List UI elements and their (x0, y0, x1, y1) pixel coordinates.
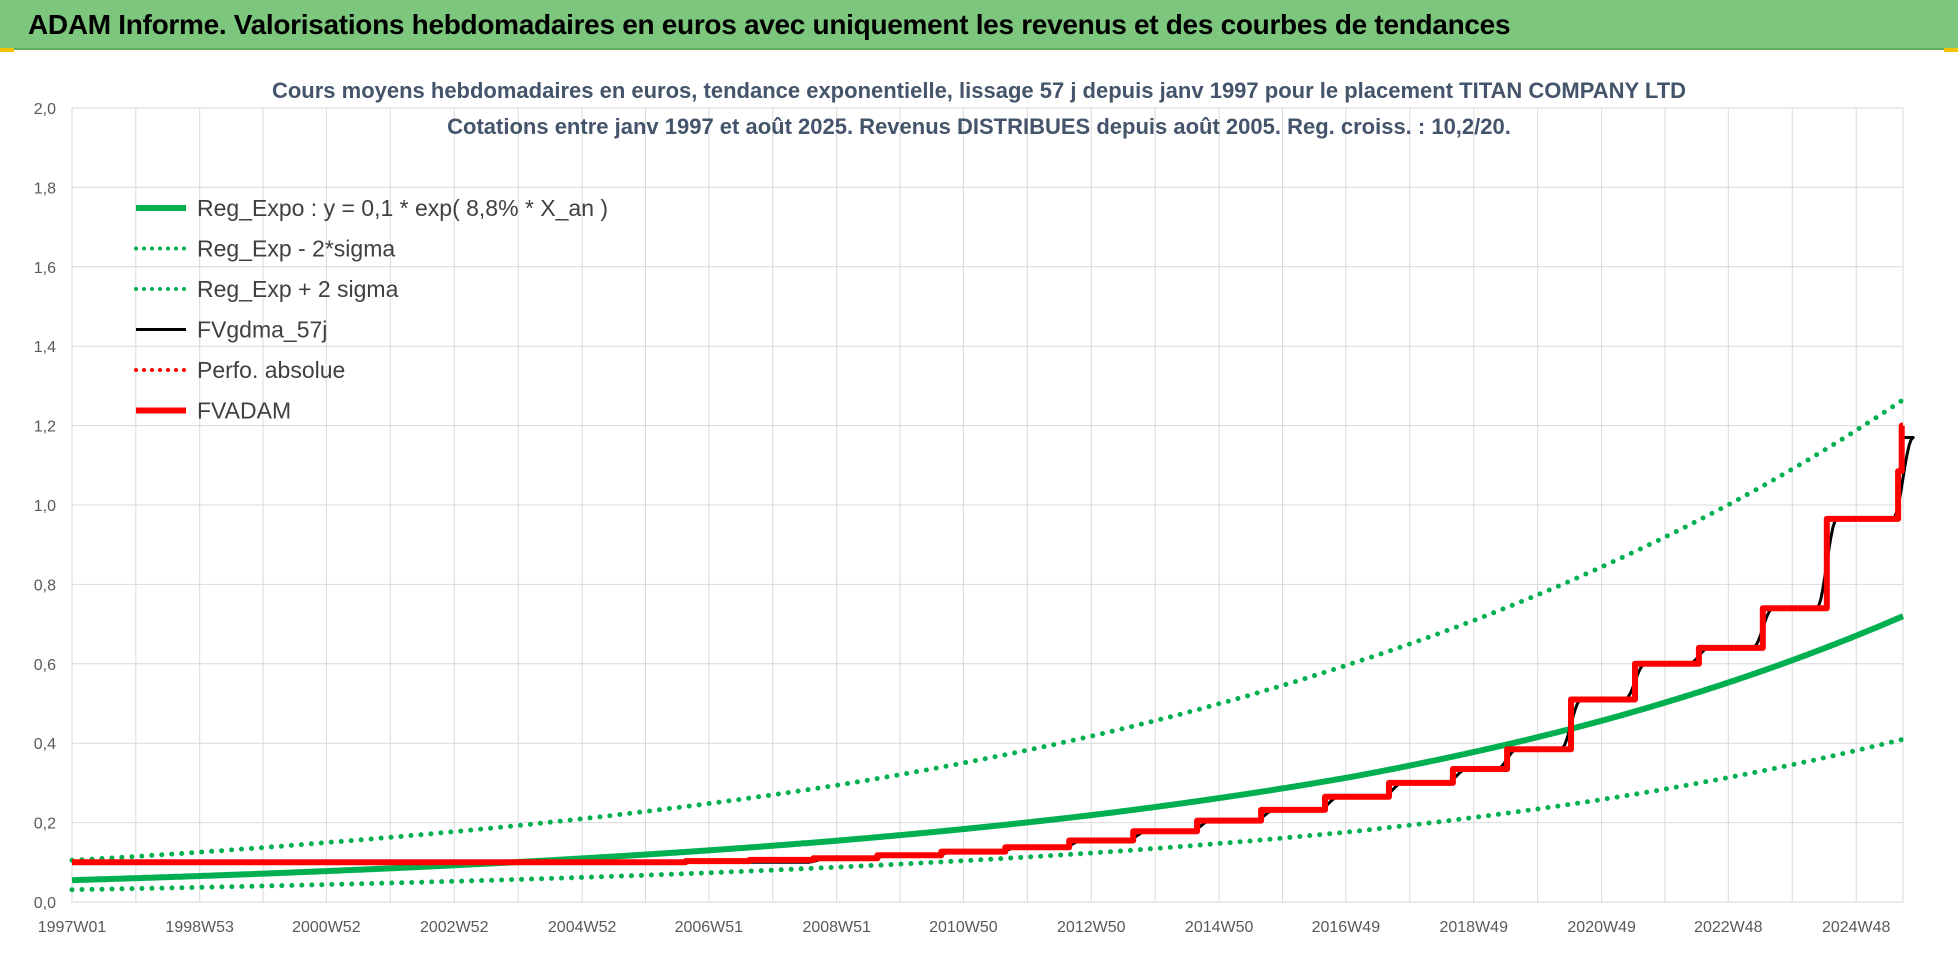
y-tick-label: 1,2 (34, 419, 56, 436)
y-tick-label: 0,0 (34, 895, 56, 912)
legend-label: Reg_Expo : y = 0,1 * exp( 8,8% * X_an ) (197, 195, 608, 221)
y-tick-label: 0,6 (34, 657, 56, 674)
trend-lower-band (69, 736, 1906, 893)
y-tick-label: 1,4 (34, 339, 56, 356)
header-bar: ADAM Informe. Valorisations hebdomadaire… (0, 0, 1958, 50)
y-tick-label: 1,8 (34, 180, 56, 197)
legend-item-fvgdma: FVgdma_57j (136, 317, 327, 343)
legend-label: Reg_Exp + 2 sigma (197, 276, 399, 302)
x-tick-label: 2012W50 (1057, 919, 1126, 936)
legend-item-perfo-absolue: Perfo. absolue (134, 357, 345, 383)
legend: Reg_Expo : y = 0,1 * exp( 8,8% * X_an ) R… (134, 195, 608, 424)
y-tick-label: 0,8 (34, 577, 56, 594)
x-tick-label: 2006W51 (675, 919, 744, 936)
corner-marker-right (1944, 48, 1958, 52)
corner-marker-left (0, 48, 14, 52)
x-tick-label: 1998W53 (165, 919, 234, 936)
x-tick-label: 2020W49 (1567, 919, 1636, 936)
x-tick-label: 2018W49 (1439, 919, 1508, 936)
legend-label: FVADAM (197, 398, 291, 424)
y-tick-label: 2,0 (34, 101, 56, 118)
axis-ticks: 0,0 0,2 0,4 0,6 0,8 1,0 1,2 1,4 1,6 1,8 2,0 1997W01… (34, 101, 1891, 936)
x-tick-label: 1997W01 (38, 919, 107, 936)
chart-title: Cours moyens hebdomadaires en euros, ten… (272, 78, 1686, 103)
x-tick-label: 2014W50 (1185, 919, 1254, 936)
x-tick-label: 2016W49 (1312, 919, 1381, 936)
chart: 0,0 0,2 0,4 0,6 0,8 1,0 1,2 1,4 1,6 1,8 2,0 1997W01… (34, 78, 1915, 936)
legend-item-reg-exp-plus: Reg_Exp + 2 sigma (134, 276, 399, 302)
x-tick-label: 2008W51 (802, 919, 871, 936)
x-tick-label: 2022W48 (1694, 919, 1763, 936)
trend-line (70, 613, 1905, 884)
y-tick-label: 1,0 (34, 498, 56, 515)
y-tick-label: 1,6 (34, 260, 56, 277)
trend-upper-band (69, 397, 1906, 863)
fvadam-line (72, 422, 1905, 866)
legend-label: FVgdma_57j (197, 317, 327, 343)
x-tick-label: 2002W52 (420, 919, 489, 936)
x-tick-label: 2004W52 (548, 919, 617, 936)
fv-gdma-line (72, 436, 1915, 864)
x-tick-label: 2024W48 (1822, 919, 1891, 936)
y-tick-label: 0,2 (34, 816, 56, 833)
page-title: ADAM Informe. Valorisations hebdomadaire… (28, 9, 1511, 40)
chart-subtitle: Cotations entre janv 1997 et août 2025. … (447, 114, 1511, 139)
legend-item-reg-exp-minus: Reg_Exp - 2*sigma (134, 236, 395, 262)
y-tick-label: 0,4 (34, 736, 56, 753)
x-tick-label: 2000W52 (292, 919, 361, 936)
grid (71, 107, 1904, 903)
x-tick-label: 2010W50 (929, 919, 998, 936)
series-lines (69, 397, 1915, 893)
legend-item-fvadam: FVADAM (136, 398, 291, 424)
legend-label: Reg_Exp - 2*sigma (197, 236, 395, 262)
legend-label: Perfo. absolue (197, 357, 345, 383)
legend-item-reg-expo: Reg_Expo : y = 0,1 * exp( 8,8% * X_an ) (136, 195, 608, 221)
